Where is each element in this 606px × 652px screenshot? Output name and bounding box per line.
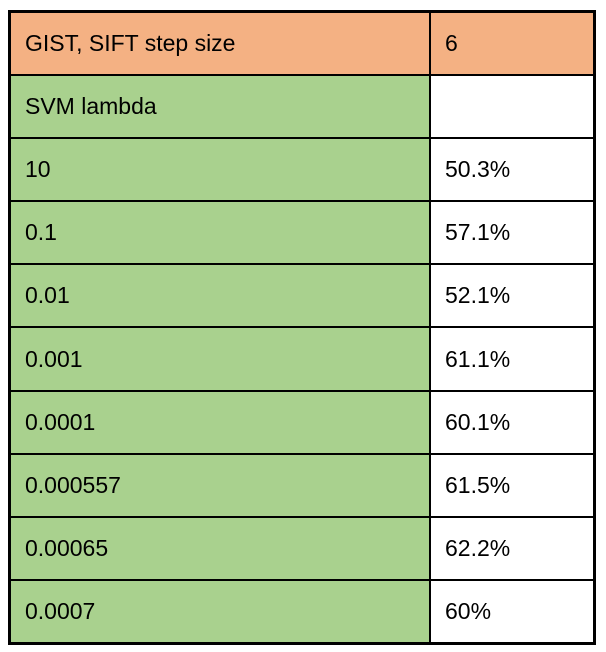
accuracy-cell: 57.1% [431, 202, 593, 264]
accuracy-cell: 60.1% [431, 391, 593, 453]
lambda-cell: 0.1 [11, 202, 429, 264]
accuracy-cell: 61.5% [431, 454, 593, 516]
svm-lambda-value-cell [431, 76, 593, 138]
accuracy-cell: 60% [431, 580, 593, 642]
results-table: GIST, SIFT step size 6 SVM lambda 10 50.… [8, 10, 596, 645]
svm-lambda-label-cell: SVM lambda [11, 76, 429, 138]
accuracy-cell: 62.2% [431, 517, 593, 579]
lambda-cell: 0.0001 [11, 391, 429, 453]
lambda-cell: 0.01 [11, 265, 429, 327]
step-size-value-cell: 6 [431, 13, 593, 75]
accuracy-cell: 52.1% [431, 265, 593, 327]
lambda-cell: 10 [11, 139, 429, 201]
accuracy-cell: 61.1% [431, 328, 593, 390]
lambda-cell: 0.00065 [11, 517, 429, 579]
lambda-cell: 0.0007 [11, 580, 429, 642]
lambda-cell: 0.000557 [11, 454, 429, 516]
lambda-cell: 0.001 [11, 328, 429, 390]
accuracy-cell: 50.3% [431, 139, 593, 201]
step-size-label-cell: GIST, SIFT step size [11, 13, 429, 75]
